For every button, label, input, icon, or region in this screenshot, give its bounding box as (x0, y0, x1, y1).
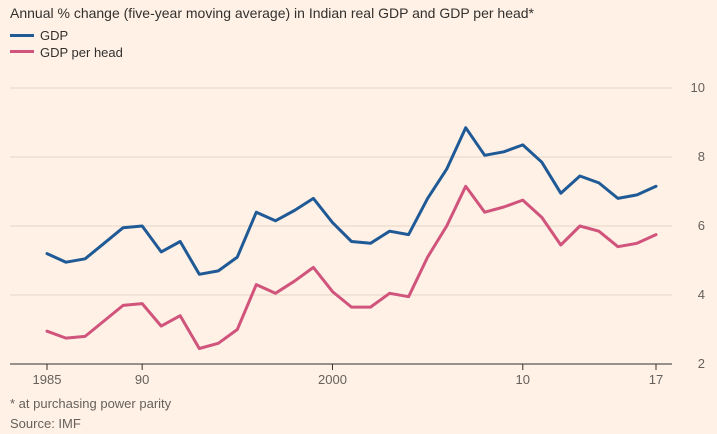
series-line-gdp-per-head (45, 184, 658, 350)
x-tick-label-17: 17 (649, 372, 663, 387)
legend-label-gdp: GDP (40, 28, 68, 43)
x-tick-label-1985: 1985 (33, 372, 62, 387)
y-tick-label-6: 6 (698, 218, 705, 233)
legend-swatch-gdp-per-head (10, 50, 34, 53)
y-axis-ticks: 2 4 6 8 10 (691, 80, 705, 371)
footnote-ppp: * at purchasing power parity (10, 396, 172, 411)
legend-label-gdp-per-head: GDP per head (40, 45, 123, 60)
x-axis-ticks: 1985 90 2000 10 17 (33, 364, 663, 387)
source-note: Source: IMF (10, 416, 81, 431)
legend-swatch-gdp (10, 34, 34, 37)
y-tick-label-10: 10 (691, 80, 705, 95)
y-tick-label-2: 2 (698, 356, 705, 371)
gridlines (10, 87, 672, 296)
x-tick-label-2000: 2000 (318, 372, 347, 387)
y-tick-label-4: 4 (698, 287, 705, 302)
x-tick-label-90: 90 (135, 372, 149, 387)
legend: GDP GDP per head (10, 28, 123, 60)
x-tick-label-10: 10 (516, 372, 530, 387)
chart-title: Annual % change (five-year moving averag… (10, 5, 535, 21)
series-line-gdp (45, 126, 658, 276)
series-lines (45, 126, 658, 350)
y-tick-label-8: 8 (698, 149, 705, 164)
